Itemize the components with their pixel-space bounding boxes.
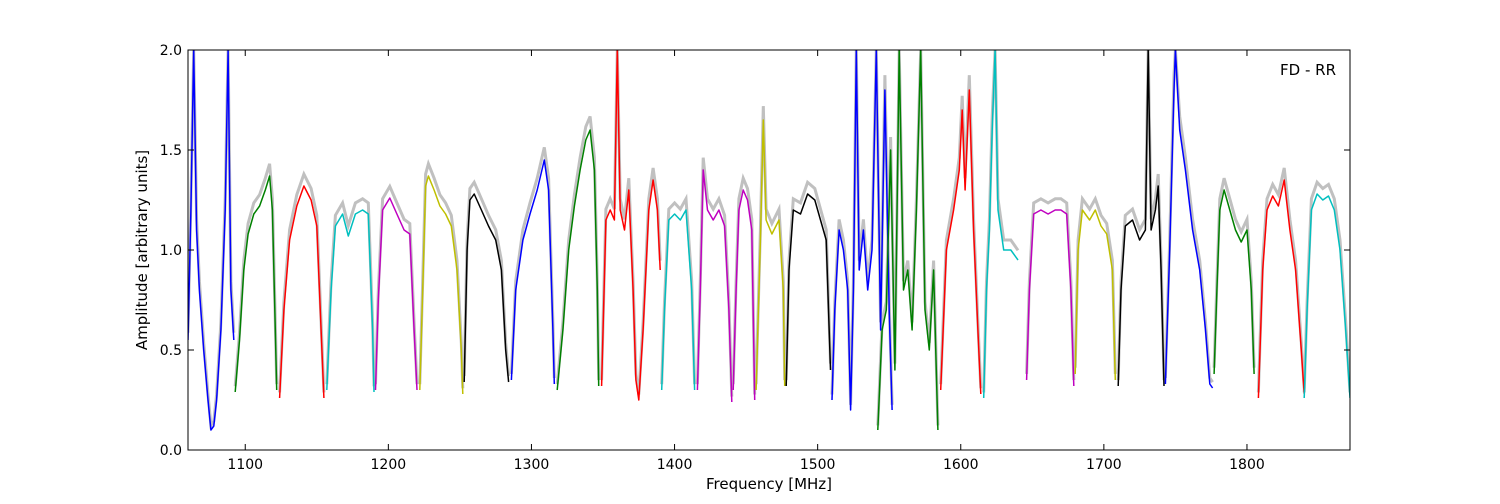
- series-layer: [188, 50, 1350, 431]
- y-tick-label: 0.0: [160, 443, 182, 459]
- band-line-17: [877, 50, 939, 431]
- band-line-11: [660, 209, 696, 391]
- y-axis-label: Amplitude [arbitrary units]: [133, 150, 151, 350]
- y-axis-ticks: 0.0 0.5 1.0 1.5 2.0: [160, 43, 1350, 459]
- x-tick-label: 1700: [1086, 457, 1122, 473]
- band-line-7: [463, 193, 510, 383]
- band-line-13: [732, 189, 756, 401]
- band-line-26: [1303, 193, 1350, 399]
- x-tick-label: 1800: [1229, 457, 1265, 473]
- band-line-6: [419, 175, 464, 395]
- band-line-9: [556, 129, 600, 391]
- x-tick-label: 1400: [657, 457, 693, 473]
- x-tick-label: 1500: [800, 457, 836, 473]
- annotation-label: FD - RR: [1280, 61, 1336, 79]
- band-line-16: [831, 50, 893, 411]
- band-line-14: [755, 119, 786, 391]
- x-axis-ticks: 1100 1200 1300 1400 1500 1600 1700 1800: [227, 50, 1265, 473]
- band-line-20: [1025, 209, 1075, 387]
- band-line-25: [1257, 179, 1305, 399]
- band-line-19: [982, 50, 1019, 399]
- band-line-3: [278, 185, 325, 399]
- y-tick-label: 0.5: [160, 343, 182, 359]
- plot-area: 1100 1200 1300 1400 1500 1600 1700 1800 0.0 0.5 1…: [160, 43, 1351, 473]
- band-envelope-21: [1073, 194, 1117, 374]
- y-tick-label: 2.0: [160, 43, 182, 59]
- x-tick-label: 1200: [371, 457, 407, 473]
- band-line-24: [1213, 189, 1255, 375]
- band-line-12: [696, 169, 733, 403]
- band-line-5: [374, 197, 418, 391]
- band-line-10: [600, 50, 661, 401]
- y-tick-label: 1.0: [160, 243, 182, 259]
- x-tick-label: 1600: [943, 457, 979, 473]
- band-line-22: [1117, 50, 1165, 387]
- band-line-2: [234, 175, 278, 393]
- band-line-21: [1074, 209, 1117, 381]
- x-axis-label: Frequency [MHz]: [706, 475, 832, 493]
- x-tick-label: 1300: [514, 457, 550, 473]
- band-line-23: [1164, 50, 1214, 389]
- band-line-8: [510, 159, 556, 385]
- band-line-1: [188, 50, 235, 431]
- band-line-15: [785, 193, 832, 387]
- band-line-4: [326, 209, 375, 393]
- y-tick-label: 1.5: [160, 143, 182, 159]
- x-tick-label: 1100: [227, 457, 263, 473]
- band-line-18: [939, 89, 982, 395]
